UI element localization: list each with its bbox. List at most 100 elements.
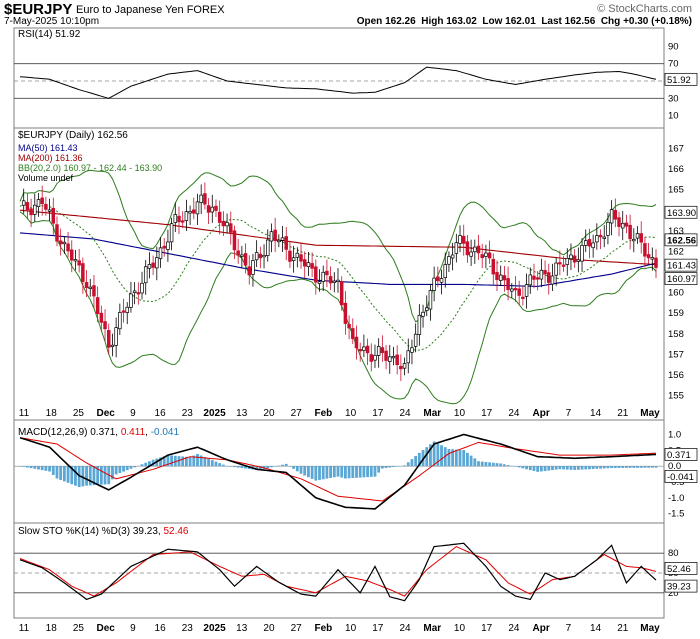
candle-body: [214, 205, 218, 211]
low-value: 162.01: [505, 16, 536, 27]
macd-histogram-bar: [525, 466, 528, 470]
candle-body: [535, 277, 540, 280]
macd-histogram-bar: [532, 466, 536, 471]
candle-body: [299, 254, 303, 262]
candle-body: [295, 252, 300, 258]
x-tick-Mar-1: Mar: [423, 623, 441, 634]
macd-histogram-bar: [517, 466, 521, 468]
macd-histogram-bar: [395, 466, 399, 467]
macd-histogram-bar: [377, 466, 381, 473]
candle-body: [572, 255, 577, 263]
candle-body: [595, 235, 599, 243]
macd-histogram-bar: [25, 466, 29, 468]
macd-histogram-bar: [140, 464, 144, 467]
candle-body: [73, 259, 78, 262]
macd-histogram-bar: [33, 466, 37, 469]
macd-histogram-bar: [111, 466, 114, 480]
macd-histogram-bar: [599, 466, 602, 469]
macd-histogram-bar: [340, 466, 344, 478]
macd-histogram-bar: [610, 466, 614, 469]
candle-body: [583, 240, 588, 246]
price-tag-3-box: [664, 272, 698, 285]
macd-histogram-bar: [639, 466, 643, 468]
macd-histogram-bar: [66, 466, 70, 483]
macd-histogram-bar: [162, 456, 166, 467]
sto-k-value: 39.23: [133, 526, 158, 537]
candle-body: [517, 288, 521, 296]
candle-body: [521, 296, 525, 299]
macd-histogram-bar: [85, 466, 88, 486]
macd-histogram-bar: [258, 466, 262, 470]
x-tick-25-0: 25: [73, 408, 85, 419]
x-tick-10-1: 10: [345, 623, 357, 634]
candle-body: [217, 211, 222, 223]
macd-tick--1.5: -1.5: [668, 509, 684, 520]
brand-watermark: © StockCharts.com: [597, 3, 692, 15]
macd-histogram-bar: [136, 465, 140, 467]
macd-histogram-bar: [440, 445, 443, 467]
macd-histogram-bar: [380, 466, 384, 469]
candle-body: [424, 307, 429, 311]
price-tick-162: 162: [668, 246, 684, 257]
macd-histogram-bar: [436, 443, 440, 467]
x-tick-Dec-1: Dec: [96, 623, 115, 634]
macd-histogram-bar: [177, 456, 181, 467]
macd-histogram-bar: [196, 454, 199, 467]
chart-frame: [13, 27, 665, 619]
macd-histogram-bar: [499, 463, 503, 467]
rsi-tick-70: 70: [668, 59, 679, 70]
x-tick-24-1: 24: [508, 623, 520, 634]
sto-tag-d: 52.46: [667, 564, 691, 575]
candle-body: [232, 230, 237, 251]
macd-histogram-bar: [595, 466, 599, 469]
macd-histogram-bar: [580, 466, 584, 470]
rsi-panel: 907050301051.92: [14, 41, 698, 129]
x-tick-21-1: 21: [617, 623, 629, 634]
x-tick-18-1: 18: [46, 623, 58, 634]
candle-body: [602, 236, 606, 239]
candle-body: [25, 202, 30, 211]
instrument-name: Euro to Japanese Yen FOREX: [76, 4, 225, 16]
macd-histogram-bar: [225, 466, 229, 467]
x-tick-7-0: 7: [566, 408, 572, 419]
candle-body: [635, 233, 640, 239]
macd-histogram-bar: [388, 466, 392, 468]
macd-histogram-bar: [536, 466, 540, 472]
macd-histogram-bar: [558, 466, 562, 470]
sto-k-line: [19, 542, 657, 602]
macd-histogram-bar: [588, 466, 591, 470]
macd-histogram-bar: [469, 455, 473, 467]
candle-body: [495, 272, 499, 281]
macd-histogram-bar: [99, 466, 103, 485]
macd-histogram-bar: [236, 466, 240, 468]
candle-body: [84, 282, 89, 289]
candle-body: [406, 350, 411, 364]
macd-tick--1.0: -1.0: [668, 493, 684, 504]
macd-tag-line-box: [664, 448, 698, 461]
macd-histogram-bar: [62, 466, 66, 482]
macd-histogram-bar: [270, 466, 273, 468]
high-label: High: [421, 16, 444, 27]
macd-histogram-bar: [406, 462, 410, 467]
macd-histogram-bar: [218, 463, 222, 467]
macd-histogram-bar: [170, 455, 174, 467]
candle-body: [539, 269, 544, 280]
macd-histogram-bar: [654, 466, 658, 468]
x-tick-Apr-0: Apr: [533, 408, 550, 419]
candle-body: [395, 354, 399, 366]
macd-histogram-bar: [70, 466, 74, 485]
candle-body: [384, 350, 388, 361]
macd-histogram-bar: [510, 465, 514, 467]
candle-body: [314, 266, 318, 283]
low-label: Low: [482, 16, 503, 27]
bb-upper-line: [19, 169, 657, 323]
candle-body: [561, 264, 566, 267]
price-tick-166: 166: [668, 164, 684, 175]
candle-body: [55, 224, 59, 242]
candle-body: [369, 354, 374, 362]
candle-body: [140, 282, 144, 294]
candle-body: [432, 277, 436, 291]
x-tick-16-0: 16: [155, 408, 167, 419]
candle-body: [103, 321, 107, 330]
